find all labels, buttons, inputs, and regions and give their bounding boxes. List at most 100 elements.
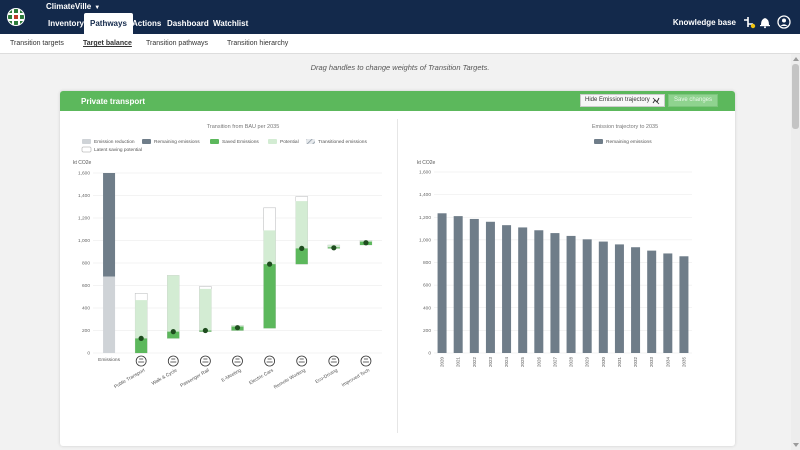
weight-drag-handle[interactable]: [170, 329, 176, 335]
save-changes-button[interactable]: Save changes: [668, 94, 718, 107]
left-y-tick-label: 1,600: [78, 171, 90, 177]
trajectory-bar: [453, 216, 463, 353]
nav-tab-dashboard[interactable]: Dashboard: [167, 19, 209, 28]
icon-detail: [362, 358, 369, 363]
saved-emissions-segment: [167, 331, 180, 339]
nav-tab-inventory[interactable]: Inventory: [48, 19, 85, 28]
year-tick-label: 2031: [617, 357, 622, 368]
left-chart-title: Transition from BAU per 2035: [207, 124, 280, 130]
weight-drag-handle[interactable]: [267, 261, 273, 267]
nav-tab-pathways[interactable]: Pathways: [84, 13, 133, 34]
icon-detail: [138, 358, 145, 363]
hide-emission-trajectory-button[interactable]: Hide Emission trajectory: [580, 94, 665, 107]
legend-swatch: [306, 139, 315, 144]
weight-drag-handle[interactable]: [202, 327, 208, 334]
subtab-transition-hierarchy[interactable]: Transition hierarchy: [227, 40, 289, 47]
top-navigation-bar: ClimateVille ▼ Inventory Pathways Actions…: [0, 0, 800, 34]
left-chart-bars: [103, 173, 373, 354]
weight-drag-handle[interactable]: [299, 245, 305, 251]
saved-emissions-segment: [263, 264, 276, 329]
trajectory-bar: [614, 244, 624, 353]
potential-segment: [295, 201, 308, 249]
subtab-transition-pathways[interactable]: Transition pathways: [146, 40, 208, 47]
right-y-tick-label: 600: [423, 283, 431, 289]
knowledge-base-link[interactable]: Knowledge base: [672, 18, 736, 27]
legend-label: Latent saving potential: [94, 147, 142, 153]
year-tick-label: 2028: [569, 357, 574, 368]
bell-icon[interactable]: [758, 15, 772, 29]
icon-detail: [234, 358, 241, 363]
chart-divider: [397, 119, 398, 433]
hide-trajectory-label: Hide Emission trajectory: [585, 97, 650, 103]
left-y-tick-label: 1,200: [78, 216, 90, 222]
x-category-label: Public Transport: [113, 367, 147, 390]
potential-segment: [167, 275, 180, 332]
right-chart-bars: [437, 213, 689, 353]
legend-swatch: [81, 146, 92, 153]
icon-detail: [170, 358, 177, 363]
card-header: Private transport Hide Emission trajecto…: [60, 91, 735, 111]
trajectory-bar: [631, 247, 641, 353]
legend-label: Saved Emissions: [222, 139, 259, 145]
user-avatar-icon[interactable]: [777, 15, 791, 29]
x-category-label: Remote Working: [273, 367, 307, 390]
left-y-tick-label: 1,000: [78, 238, 90, 244]
x-category-label: Walk & Cycle: [151, 367, 179, 387]
icon-outline: [199, 355, 211, 367]
icon-detail: [298, 358, 305, 363]
saved-emissions-segment: [295, 248, 308, 265]
caret-down-icon: ▼: [94, 5, 101, 11]
scrollbar-thumb[interactable]: [792, 64, 799, 129]
weight-drag-handle[interactable]: [138, 335, 144, 341]
icon-outline: [360, 355, 372, 367]
scroll-down-arrow-icon[interactable]: [793, 443, 799, 447]
x-category-label: Eco-Driving: [314, 367, 339, 385]
x-category-label: Emissions: [98, 357, 120, 363]
subtab-transition-targets[interactable]: Transition targets: [10, 40, 64, 47]
right-y-tick-label: 400: [423, 305, 431, 311]
e-meeting-icon: [232, 355, 243, 367]
right-chart-y-axis-label: kt CO2e: [417, 160, 436, 166]
transition-chart: Transition from BAU per 2035 Emission re…: [73, 124, 382, 391]
year-tick-label: 2027: [552, 357, 557, 368]
card-title: Private transport: [81, 97, 146, 106]
globe-logo-icon[interactable]: [6, 7, 26, 27]
x-category-label: E-Meeting: [221, 367, 243, 383]
year-tick-label: 2021: [456, 357, 461, 368]
year-tick-label: 2020: [440, 357, 445, 368]
right-y-tick-label: 200: [423, 328, 431, 334]
weight-drag-handle[interactable]: [331, 245, 337, 251]
subtab-target-balance[interactable]: Target balance: [83, 40, 132, 47]
walk-cycle-icon: [167, 355, 179, 367]
year-tick-label: 2023: [488, 357, 493, 368]
weight-drag-handle[interactable]: [363, 240, 369, 246]
icon-outline: [328, 355, 340, 367]
app-name-dropdown[interactable]: ClimateVille ▼: [46, 2, 100, 11]
card-actions: Hide Emission trajectory Save changes: [580, 94, 722, 107]
scroll-up-arrow-icon[interactable]: [793, 57, 799, 61]
left-y-tick-label: 800: [82, 261, 90, 267]
left-chart-grid: 0 200 400 600 800 1,000 1,200 1,400 1,600: [78, 171, 382, 357]
trajectory-bar: [437, 213, 447, 353]
year-tick-label: 2030: [601, 357, 606, 368]
icon-outline: [296, 355, 308, 367]
x-category-label: Electric Cars: [248, 367, 275, 386]
nav-tab-actions[interactable]: Actions: [132, 19, 162, 28]
trajectory-bar: [534, 230, 544, 353]
trajectory-bar: [518, 227, 528, 353]
potential-segment: [199, 288, 212, 331]
page-scrollbar[interactable]: [791, 54, 800, 450]
trajectory-bar: [469, 218, 479, 353]
icon-detail: [202, 358, 209, 363]
improved-tech-icon: [360, 355, 372, 367]
legend-swatch: [82, 139, 91, 144]
icon-outline: [135, 355, 147, 367]
right-chart-legend: Remaining emissions: [594, 139, 652, 145]
train-icon: [199, 355, 211, 367]
flow-icon[interactable]: [742, 15, 756, 29]
trajectory-bar: [598, 241, 608, 353]
remaining-emissions-bar: [103, 173, 116, 277]
nav-tab-watchlist[interactable]: Watchlist: [213, 19, 249, 28]
weight-drag-handle[interactable]: [234, 325, 241, 331]
legend-swatch: [268, 139, 277, 144]
